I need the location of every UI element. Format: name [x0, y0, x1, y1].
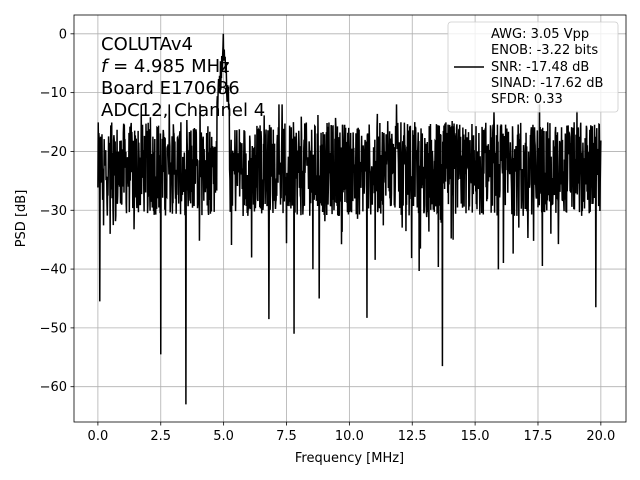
x-tick-label: 2.5 [150, 429, 171, 444]
y-tick-label: −20 [40, 145, 67, 160]
x-tick-label: 17.5 [524, 429, 553, 444]
y-tick-label: −10 [40, 86, 67, 101]
legend-line-2: ENOB: -3.22 bits [491, 43, 598, 58]
y-axis: 0 −10 −20 −30 −40 −50 −60 [40, 27, 74, 395]
y-tick-label: −50 [40, 321, 67, 336]
legend-line-1: AWG: 3.05 Vpp [491, 27, 589, 42]
legend-line-4: SINAD: -17.62 dB [491, 76, 603, 91]
annotation-line-1: COLUTAv4 [101, 34, 193, 55]
y-tick-label: −40 [40, 263, 67, 278]
x-tick-label: 15.0 [461, 429, 490, 444]
x-tick-label: 7.5 [276, 429, 297, 444]
legend-line-3: SNR: -17.48 dB [491, 60, 589, 75]
y-tick-label: −30 [40, 204, 67, 219]
x-tick-label: 12.5 [398, 429, 427, 444]
legend-box [447, 21, 619, 113]
x-tick-label: 0.0 [88, 429, 109, 444]
y-tick-label: −60 [40, 380, 67, 395]
x-axis: 0.0 2.5 5.0 7.5 10.0 12.5 15.0 17.5 20.0 [88, 422, 615, 444]
plot-frame [73, 14, 627, 423]
y-tick-label: 0 [59, 27, 67, 42]
legend: AWG: 3.05 Vpp ENOB: -3.22 bits SNR: -17.… [447, 21, 619, 113]
x-axis-label: Frequency [MHz] [295, 451, 404, 466]
legend-line-5: SFDR: 0.33 [491, 92, 563, 107]
y-axis-label: PSD [dB] [14, 190, 29, 248]
psd-series-line [97, 33, 602, 405]
annotation-line-2: f = 4.985 MHz [101, 56, 230, 77]
x-tick-label: 10.0 [335, 429, 364, 444]
x-tick-label: 20.0 [586, 429, 615, 444]
annotation-line-4: ADC12, Channel 4 [101, 100, 265, 121]
annotation: COLUTAv4 f = 4.985 MHz Board E170686 ADC… [101, 34, 265, 121]
annotation-line-3: Board E170686 [101, 78, 240, 99]
x-tick-label: 5.0 [213, 429, 234, 444]
